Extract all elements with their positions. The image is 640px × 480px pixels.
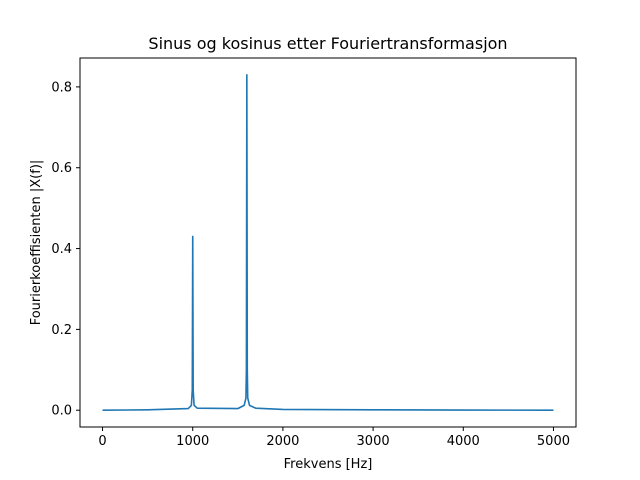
x-tick-label: 4000 bbox=[447, 434, 480, 449]
plot-area bbox=[80, 58, 576, 427]
y-tick-label: 0.2 bbox=[51, 323, 72, 338]
series-line-0 bbox=[102, 73, 554, 412]
x-axis-label: Frekvens [Hz] bbox=[284, 457, 373, 472]
y-tick-label: 0.8 bbox=[51, 80, 72, 95]
x-axis-ticks: 0 1000 2000 3000 4000 5000 bbox=[98, 427, 570, 449]
x-tick-label: 3000 bbox=[357, 434, 390, 449]
y-axis-label: Fourierkoeffisienten |X(f)| bbox=[29, 160, 44, 326]
series-layer bbox=[102, 73, 554, 412]
x-tick-label: 1000 bbox=[176, 434, 209, 449]
y-tick-label: 0.4 bbox=[51, 242, 72, 257]
plot-frame bbox=[79, 57, 577, 428]
y-axis-ticks: 0.0 0.2 0.4 0.6 0.8 bbox=[51, 80, 80, 419]
x-tick-label: 5000 bbox=[537, 434, 570, 449]
y-tick-label: 0.6 bbox=[51, 161, 72, 176]
chart-title: Sinus og kosinus etter Fouriertransforma… bbox=[148, 34, 507, 53]
x-tick-label: 0 bbox=[98, 434, 106, 449]
x-tick-label: 2000 bbox=[266, 434, 299, 449]
y-tick-label: 0.0 bbox=[51, 404, 72, 419]
